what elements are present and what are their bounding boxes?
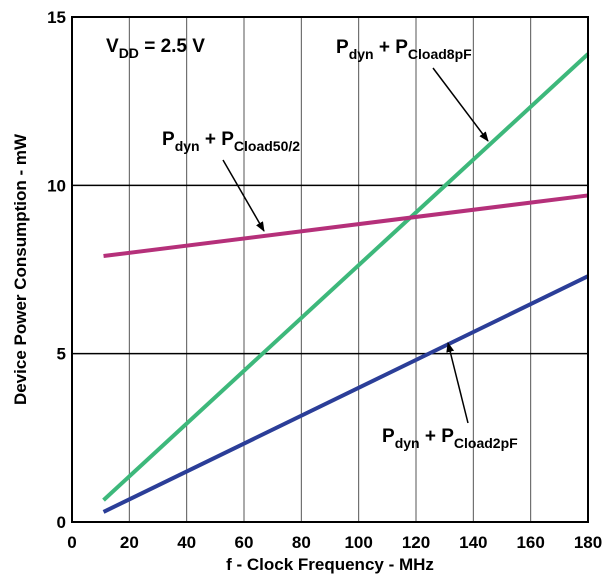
vdd-annotation: VDD = 2.5 V (106, 36, 205, 61)
x-tick-label: 80 (292, 533, 311, 552)
cload8-series-line (102, 52, 590, 502)
x-tick-label: 160 (516, 533, 544, 552)
cload8-label-cload: Cload8pF (408, 46, 472, 62)
vdd-subscript: DD (119, 45, 139, 61)
cload2-annotation-label: Pdyn + PCload2pF (382, 426, 518, 451)
cload50-label-cload: Cload50/2 (234, 138, 300, 154)
x-tick-label: 100 (344, 533, 372, 552)
cload2-label-dyn: dyn (395, 435, 420, 451)
cload8-annotation-label: Pdyn + PCload8pF (336, 37, 472, 62)
x-tick-label: 20 (120, 533, 139, 552)
tick-labels: 0 20 40 60 80 100 120 140 160 180 0 5 10 15 (47, 8, 602, 552)
y-tick-label: 0 (57, 513, 66, 532)
y-tick-label: 10 (47, 176, 66, 195)
x-tick-label: 60 (235, 533, 254, 552)
cload8-label-dyn: dyn (349, 46, 374, 62)
cload50-label-dyn: dyn (175, 138, 200, 154)
cload50-label-plus-p: + P (200, 129, 235, 150)
y-axis-title: Device Power Consumption - mW (11, 133, 30, 405)
cload8-label-p: P (336, 37, 349, 58)
cload50-series-line (103, 193, 589, 259)
x-axis-title: f - Clock Frequency - MHz (226, 555, 434, 574)
x-tick-label: 40 (177, 533, 196, 552)
y-tick-label: 15 (47, 8, 66, 27)
x-tick-label: 120 (402, 533, 430, 552)
x-tick-label: 140 (459, 533, 487, 552)
y-tick-label: 5 (57, 345, 66, 364)
cload50-annotation-label: Pdyn + PCload50/2 (162, 129, 300, 154)
x-tick-label: 0 (67, 533, 76, 552)
cload8-label-plus-p: + P (374, 37, 409, 58)
grid (72, 17, 588, 522)
vdd-value: = 2.5 V (139, 36, 205, 57)
cload2-label-cload: Cload2pF (454, 435, 518, 451)
cload8-arrow (432, 67, 489, 142)
cload2-label-p: P (382, 426, 395, 447)
cload50-arrow (222, 159, 265, 232)
vdd-symbol: V (106, 36, 119, 57)
cload2-arrow (446, 342, 469, 424)
plot-frame (71, 16, 589, 523)
cload2-series-line (102, 274, 589, 514)
x-tick-label: 180 (574, 533, 602, 552)
cload50-label-p: P (162, 129, 175, 150)
series-lines (102, 52, 590, 514)
cload2-label-plus-p: + P (420, 426, 455, 447)
